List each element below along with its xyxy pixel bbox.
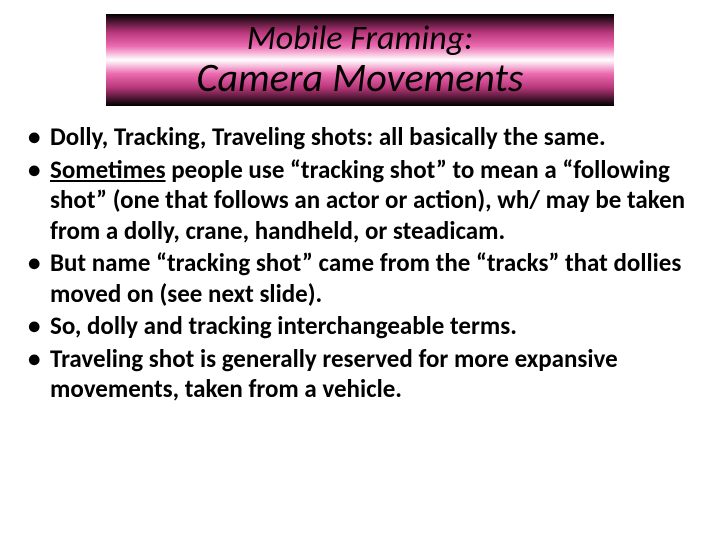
title-box: Mobile Framing: Camera Movements — [106, 14, 614, 106]
bullet-text: Traveling shot is generally reserved for… — [50, 343, 618, 405]
title-line-1: Mobile Framing: — [247, 21, 474, 57]
bullet-item: So, dolly and tracking interchangeable t… — [22, 311, 698, 342]
bullet-text: Dolly, Tracking, Traveling shots: all ba… — [50, 121, 606, 152]
bullet-item: Traveling shot is generally reserved for… — [22, 344, 698, 405]
bullet-item: Sometimes people use “tracking shot” to … — [22, 155, 698, 247]
bullet-list: Dolly, Tracking, Traveling shots: all ba… — [22, 122, 698, 405]
title-line-2: Camera Movements — [197, 57, 524, 99]
bullet-item: Dolly, Tracking, Traveling shots: all ba… — [22, 122, 698, 153]
bullet-text: So, dolly and tracking interchangeable t… — [50, 310, 517, 341]
bullet-text: But name “tracking shot” came from the “… — [50, 247, 681, 309]
content-area: Dolly, Tracking, Traveling shots: all ba… — [22, 122, 698, 407]
bullet-underlined-prefix: Sometimes — [50, 154, 166, 185]
bullet-item: But name “tracking shot” came from the “… — [22, 248, 698, 309]
